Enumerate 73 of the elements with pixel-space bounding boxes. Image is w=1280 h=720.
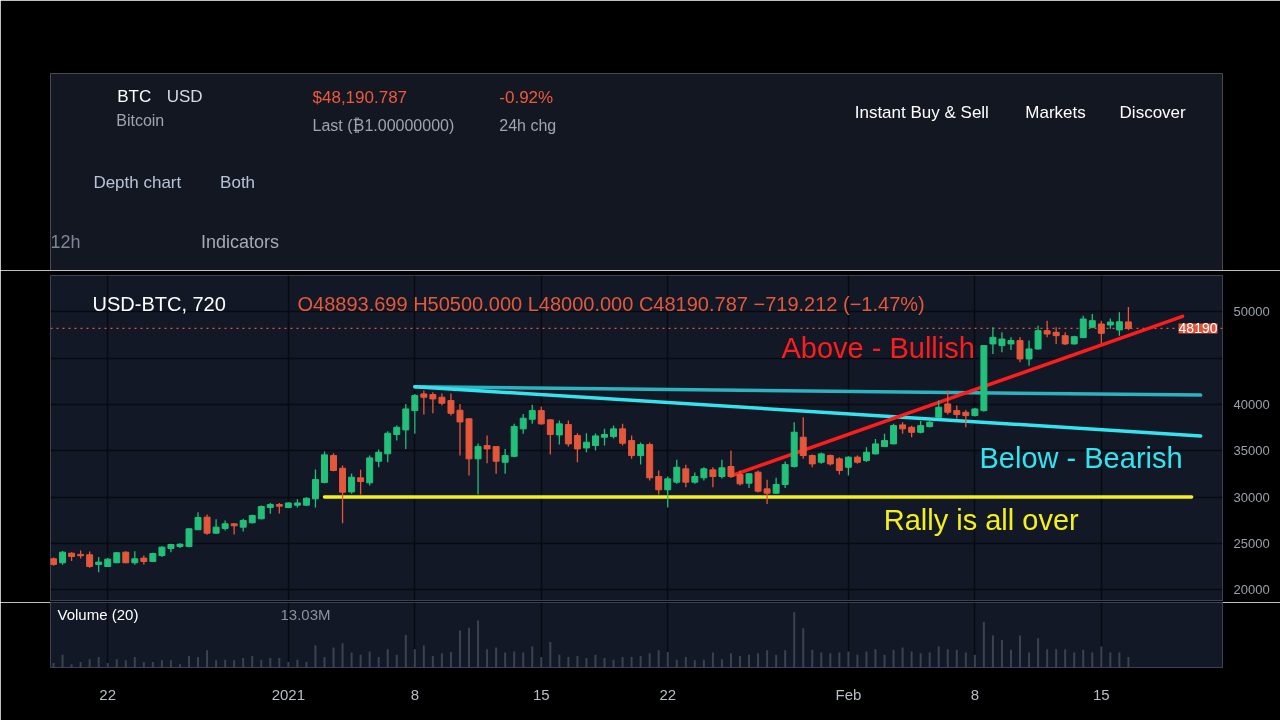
candlestick <box>1025 339 1033 367</box>
x-tick-label: 8 <box>970 685 980 703</box>
candlestick <box>474 442 482 496</box>
candlestick <box>519 413 527 435</box>
candlestick <box>420 389 428 416</box>
candlestick <box>537 405 545 426</box>
annotation: 13.03M <box>280 606 331 623</box>
text: 24h chg <box>499 117 557 134</box>
text: $48,190.787 <box>312 88 408 107</box>
x-tick-label: 15 <box>1092 685 1110 703</box>
text: USD <box>166 87 203 106</box>
text: -0.92% <box>499 88 554 107</box>
candlestick <box>501 448 509 475</box>
text: 12h <box>50 231 81 252</box>
candlestick <box>944 389 952 416</box>
text: Markets <box>1025 103 1086 122</box>
annotation: Below - Bearish <box>979 441 1183 474</box>
candlestick <box>339 464 347 524</box>
text: Indicators <box>201 231 280 252</box>
candlestick <box>637 441 645 466</box>
candlestick <box>619 423 627 447</box>
candlestick <box>781 460 789 489</box>
chart-title: Volume (20) <box>57 606 139 623</box>
text: Instant Buy & Sell <box>854 103 989 122</box>
candlestick <box>546 418 554 456</box>
candlestick <box>411 393 419 435</box>
candlestick <box>1115 311 1123 337</box>
candlestick <box>311 468 319 509</box>
ref-line-label: 48190 <box>1178 320 1218 337</box>
candlestick <box>573 432 581 463</box>
text: Bitcoin <box>116 112 165 129</box>
candlestick <box>348 472 356 495</box>
text: Both <box>220 173 256 192</box>
candlestick <box>582 432 590 453</box>
candlestick <box>628 434 636 460</box>
y-tick-label: 20000 <box>1233 582 1270 598</box>
candlestick <box>528 404 536 425</box>
x-tick-label: 22 <box>99 685 117 703</box>
candlestick <box>564 419 572 448</box>
x-tick-label: 8 <box>410 685 419 703</box>
y-tick-label: 25000 <box>1233 535 1270 551</box>
candlestick <box>799 416 807 460</box>
candlestick <box>357 469 365 496</box>
candlestick <box>673 459 681 485</box>
candlestick <box>555 419 563 446</box>
candlestick <box>718 459 726 480</box>
candlestick <box>682 464 690 488</box>
candlestick <box>1034 325 1042 351</box>
candlestick <box>1016 336 1024 363</box>
y-tick-label: 40000 <box>1233 396 1270 412</box>
x-tick-label: 22 <box>659 685 677 703</box>
annotation: Rally is all over <box>883 504 1080 537</box>
y-tick-label: 50000 <box>1233 304 1270 320</box>
candlestick <box>709 466 717 488</box>
candlestick <box>203 513 211 536</box>
y-tick-label: 30000 <box>1233 489 1270 505</box>
x-tick-label: 15 <box>532 685 550 703</box>
candlestick <box>384 430 392 463</box>
text: Discover <box>1119 103 1187 122</box>
candlestick <box>890 423 898 445</box>
text: USD-BTC, 720 <box>92 292 226 315</box>
candlestick <box>655 469 663 496</box>
candlestick <box>664 475 672 509</box>
x-tick-label: Feb <box>835 685 862 703</box>
annotation: Above - Bullish <box>781 331 975 364</box>
candlestick <box>402 403 410 450</box>
y-tick-label: 35000 <box>1233 443 1270 459</box>
annotation: O48893.699 H50500.000 L48000.000 C48190.787 −719.212 (−1.47%) <box>297 292 925 315</box>
candlestick <box>844 455 852 477</box>
x-tick-label: 2021 <box>271 685 306 703</box>
text: Depth chart <box>93 173 182 192</box>
text: Last (₿1.00000000) <box>312 117 455 134</box>
text: BTC <box>117 87 152 106</box>
